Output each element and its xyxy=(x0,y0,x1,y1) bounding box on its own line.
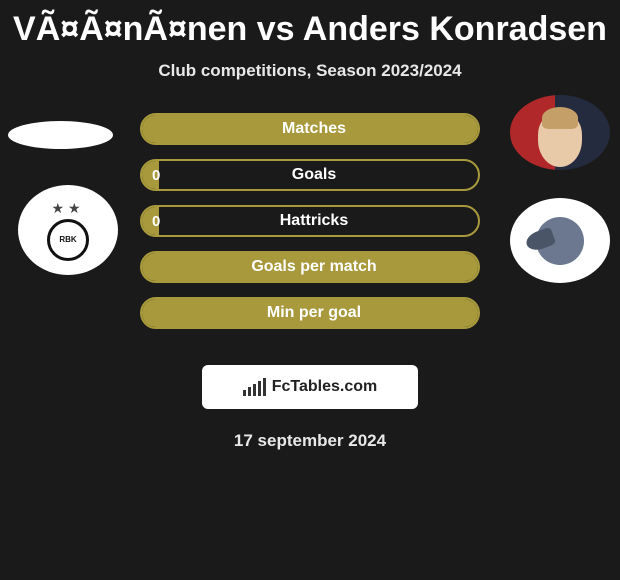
bar-row-matches: Matches xyxy=(140,113,480,145)
ball-icon xyxy=(536,217,584,265)
club-badge-right xyxy=(510,198,610,283)
bar-label: Hattricks xyxy=(142,207,478,235)
face-icon xyxy=(538,113,582,167)
bar-row-mpg: Min per goal xyxy=(140,297,480,329)
bar-label: Matches xyxy=(142,115,478,143)
player-avatar-left xyxy=(8,121,113,149)
club-badge-left: ★★ RBK xyxy=(18,185,118,275)
bar-row-goals: 0 Goals xyxy=(140,159,480,191)
bar-row-hattricks: 0 Hattricks xyxy=(140,205,480,237)
branding-box: FcTables.com xyxy=(202,365,418,409)
page-title: VÃ¤Ã¤nÃ¤nen vs Anders Konradsen xyxy=(0,10,620,49)
right-avatars xyxy=(510,95,610,283)
infographic-container: VÃ¤Ã¤nÃ¤nen vs Anders Konradsen Club com… xyxy=(0,0,620,451)
date-line: 17 september 2024 xyxy=(0,431,620,451)
player-avatar-right xyxy=(510,95,610,170)
club-stars-icon: ★★ xyxy=(51,200,84,217)
club-crest-icon: RBK xyxy=(47,219,89,261)
comparison-area: ★★ RBK Matches 0 Goals xyxy=(0,113,620,353)
bar-label: Goals xyxy=(142,161,478,189)
branding-text: FcTables.com xyxy=(272,378,378,396)
hair-icon xyxy=(542,107,578,129)
bar-label: Goals per match xyxy=(142,253,478,281)
branding-logo-icon xyxy=(243,378,266,396)
bars-wrap: Matches 0 Goals 0 Hattricks Goals per ma… xyxy=(140,113,480,343)
subtitle: Club competitions, Season 2023/2024 xyxy=(0,61,620,81)
bar-label: Min per goal xyxy=(142,299,478,327)
bar-row-gpm: Goals per match xyxy=(140,251,480,283)
left-avatars: ★★ RBK xyxy=(8,113,118,275)
